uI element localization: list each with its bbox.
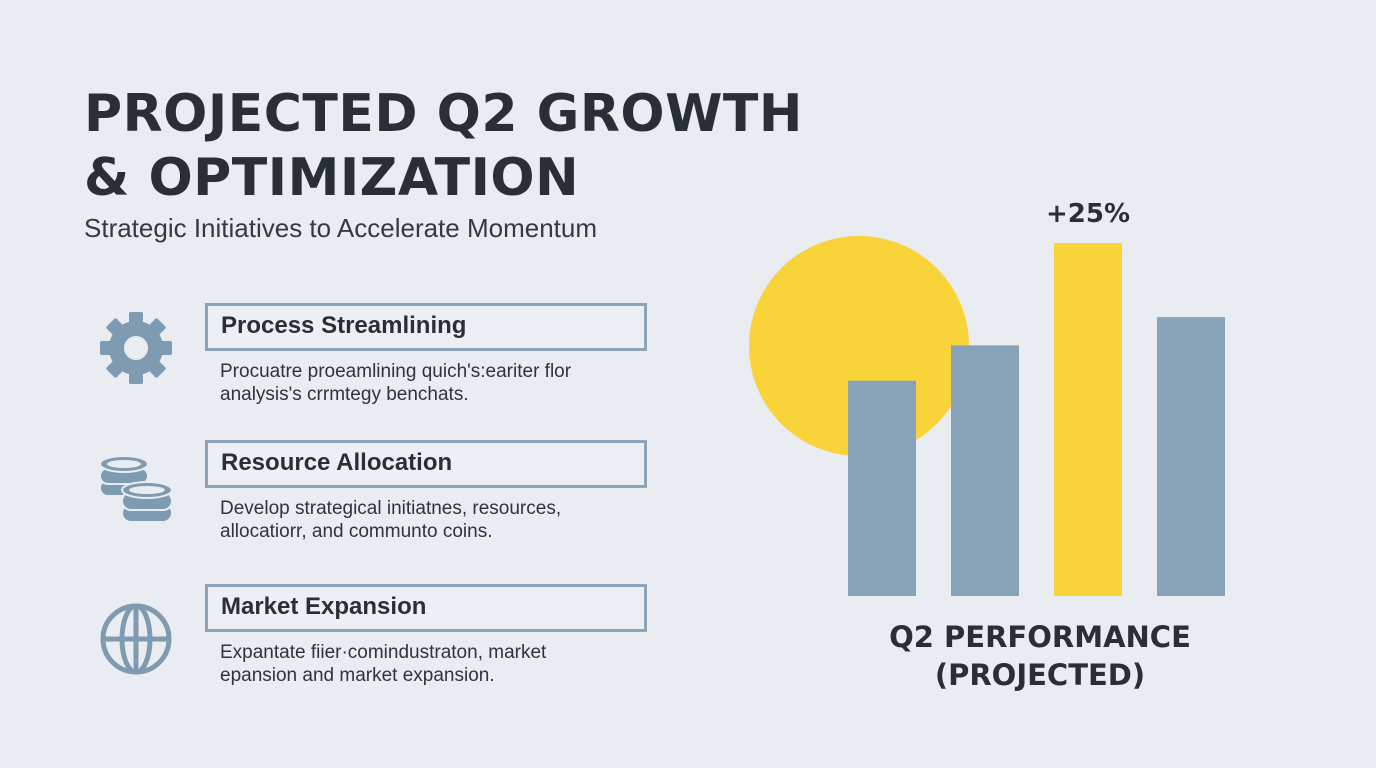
description-line: Procuatre proeamlining quich's:eariter f… [220, 361, 572, 382]
initiative-description: Expantate fiier·comindustraton, market ep… [220, 641, 640, 687]
bar [951, 345, 1019, 596]
initiative-header-process-streamlining: Process Streamlining [205, 303, 647, 351]
initiative-description: Develop strategical initiatnes, resource… [220, 497, 640, 543]
globe-icon [100, 603, 172, 675]
page-subtitle: Strategic Initiatives to Accelerate Mome… [84, 213, 598, 243]
initiative-header-resource-allocation: Resource Allocation [205, 440, 647, 488]
title-line-1: PROJECTED Q2 GROWTH [84, 84, 803, 144]
initiative-title: Process Streamlining [221, 312, 467, 339]
description-line: allocatiorr, and communto coins. [220, 521, 493, 542]
page-title: PROJECTED Q2 GROWTH & OPTIMIZATION [84, 82, 803, 210]
description-line: Expantate fiier·comindustraton, market [220, 642, 547, 663]
description-line: epansion and market expansion. [220, 665, 495, 686]
bar [848, 380, 916, 596]
initiative-header-market-expansion: Market Expansion [205, 584, 647, 632]
title-line-2: & OPTIMIZATION [84, 148, 580, 208]
description-line: Develop strategical initiatnes, resource… [220, 498, 562, 519]
gear-icon [100, 312, 172, 384]
description-line: analysis's crrmtegy benchats. [220, 384, 469, 405]
bar [1157, 317, 1225, 596]
initiative-description: Procuatre proeamlining quich's:eariter f… [220, 360, 640, 406]
initiative-title: Resource Allocation [221, 449, 453, 476]
chart-title-line-1: Q2 PERFORMANCE [889, 620, 1191, 654]
coins-icon [99, 455, 173, 523]
highlight-bar-label: +25% [1046, 199, 1131, 229]
initiative-title: Market Expansion [221, 593, 427, 620]
bar-highlight [1054, 243, 1122, 596]
chart-title: Q2 PERFORMANCE (PROJECTED) [840, 618, 1240, 694]
chart-title-line-2: (PROJECTED) [934, 658, 1146, 692]
